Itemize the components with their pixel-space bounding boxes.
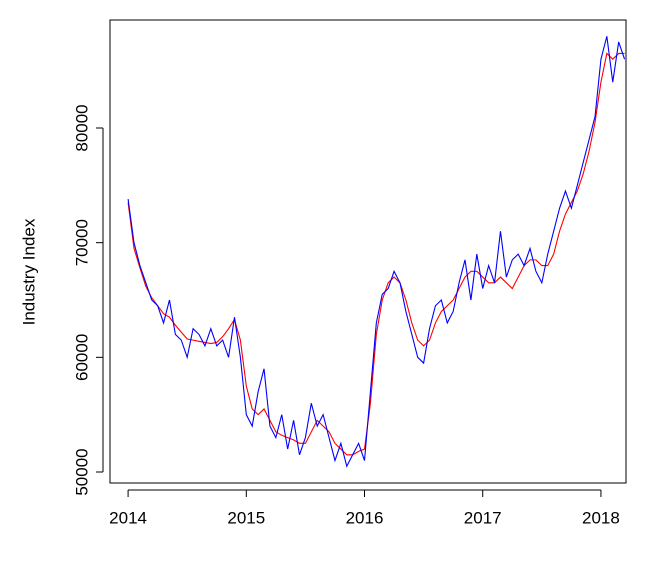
x-tick-label: 2014 [109, 508, 147, 527]
plot-frame [109, 19, 627, 484]
x-tick-label: 2015 [227, 508, 265, 527]
x-tick-label: 2016 [346, 508, 384, 527]
series-line [127, 36, 626, 468]
y-tick-label: 50000 [72, 448, 91, 495]
y-axis-label: Industry Index [19, 218, 38, 325]
y-tick-label: 70000 [72, 219, 91, 266]
y-tick-label: 60000 [72, 334, 91, 381]
y-tick-label: 80000 [72, 104, 91, 151]
x-tick-label: 2018 [582, 508, 620, 527]
series-line [127, 52, 625, 456]
x-tick-label: 2017 [464, 508, 502, 527]
